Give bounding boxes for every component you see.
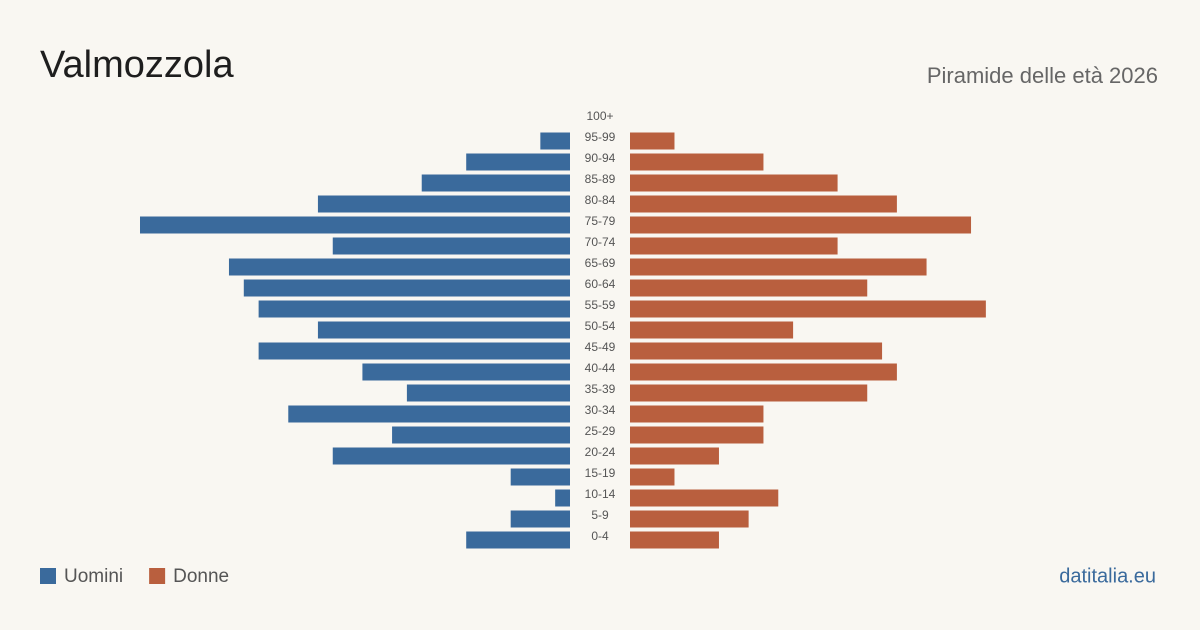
bar [332, 447, 570, 465]
age-label: 75-79 [585, 214, 616, 228]
bar [630, 531, 719, 549]
age-label: 80-84 [585, 193, 616, 207]
bar [317, 321, 570, 339]
bar [288, 405, 570, 423]
chart-subtitle: Piramide delle età 2026 [927, 63, 1158, 88]
bar [630, 195, 897, 213]
bar [332, 237, 570, 255]
bar [510, 510, 570, 528]
age-label: 40-44 [585, 361, 616, 375]
bar [630, 447, 719, 465]
age-label: 100+ [586, 109, 613, 123]
age-label: 20-24 [585, 445, 616, 459]
bar [510, 468, 570, 486]
bar [392, 426, 570, 444]
bar [258, 342, 570, 360]
legend-label: Uomini [64, 566, 123, 587]
age-label: 10-14 [585, 487, 616, 501]
bar [630, 468, 675, 486]
age-label: 60-64 [585, 277, 616, 291]
age-label: 65-69 [585, 256, 616, 270]
bar [630, 258, 927, 276]
bar [630, 405, 764, 423]
bar [243, 279, 571, 297]
age-label: 90-94 [585, 151, 616, 165]
age-label: 0-4 [591, 529, 609, 543]
bar [630, 279, 868, 297]
bar [630, 510, 749, 528]
bar [258, 300, 570, 318]
age-label: 70-74 [585, 235, 616, 249]
bar [317, 195, 570, 213]
bar [630, 132, 675, 150]
bar [630, 426, 764, 444]
bar [630, 342, 883, 360]
source: datitalia.eu [1059, 565, 1156, 587]
bar [466, 153, 570, 171]
age-label: 25-29 [585, 424, 616, 438]
bar [555, 489, 570, 507]
chart-title: Valmozzola [40, 44, 234, 86]
bar [466, 531, 570, 549]
bar [630, 216, 972, 234]
legend-label: Donne [173, 566, 229, 587]
age-label: 30-34 [585, 403, 616, 417]
legend-swatch [40, 568, 56, 584]
bar [630, 174, 838, 192]
bar [406, 384, 570, 402]
legend-swatch [149, 568, 166, 584]
bar [630, 237, 838, 255]
bar [630, 489, 779, 507]
bar [630, 384, 868, 402]
bar [540, 132, 570, 150]
bar [228, 258, 570, 276]
age-label: 95-99 [585, 130, 616, 144]
age-label: 85-89 [585, 172, 616, 186]
age-label: 55-59 [585, 298, 616, 312]
bar [140, 216, 570, 234]
bar [630, 153, 764, 171]
bar [630, 300, 986, 318]
bar [630, 363, 897, 381]
bar [630, 321, 794, 339]
age-label: 5-9 [591, 508, 609, 522]
age-label: 50-54 [585, 319, 616, 333]
age-label: 15-19 [585, 466, 616, 480]
bar [421, 174, 570, 192]
bar [362, 363, 570, 381]
age-label: 35-39 [585, 382, 616, 396]
age-label: 45-49 [585, 340, 616, 354]
